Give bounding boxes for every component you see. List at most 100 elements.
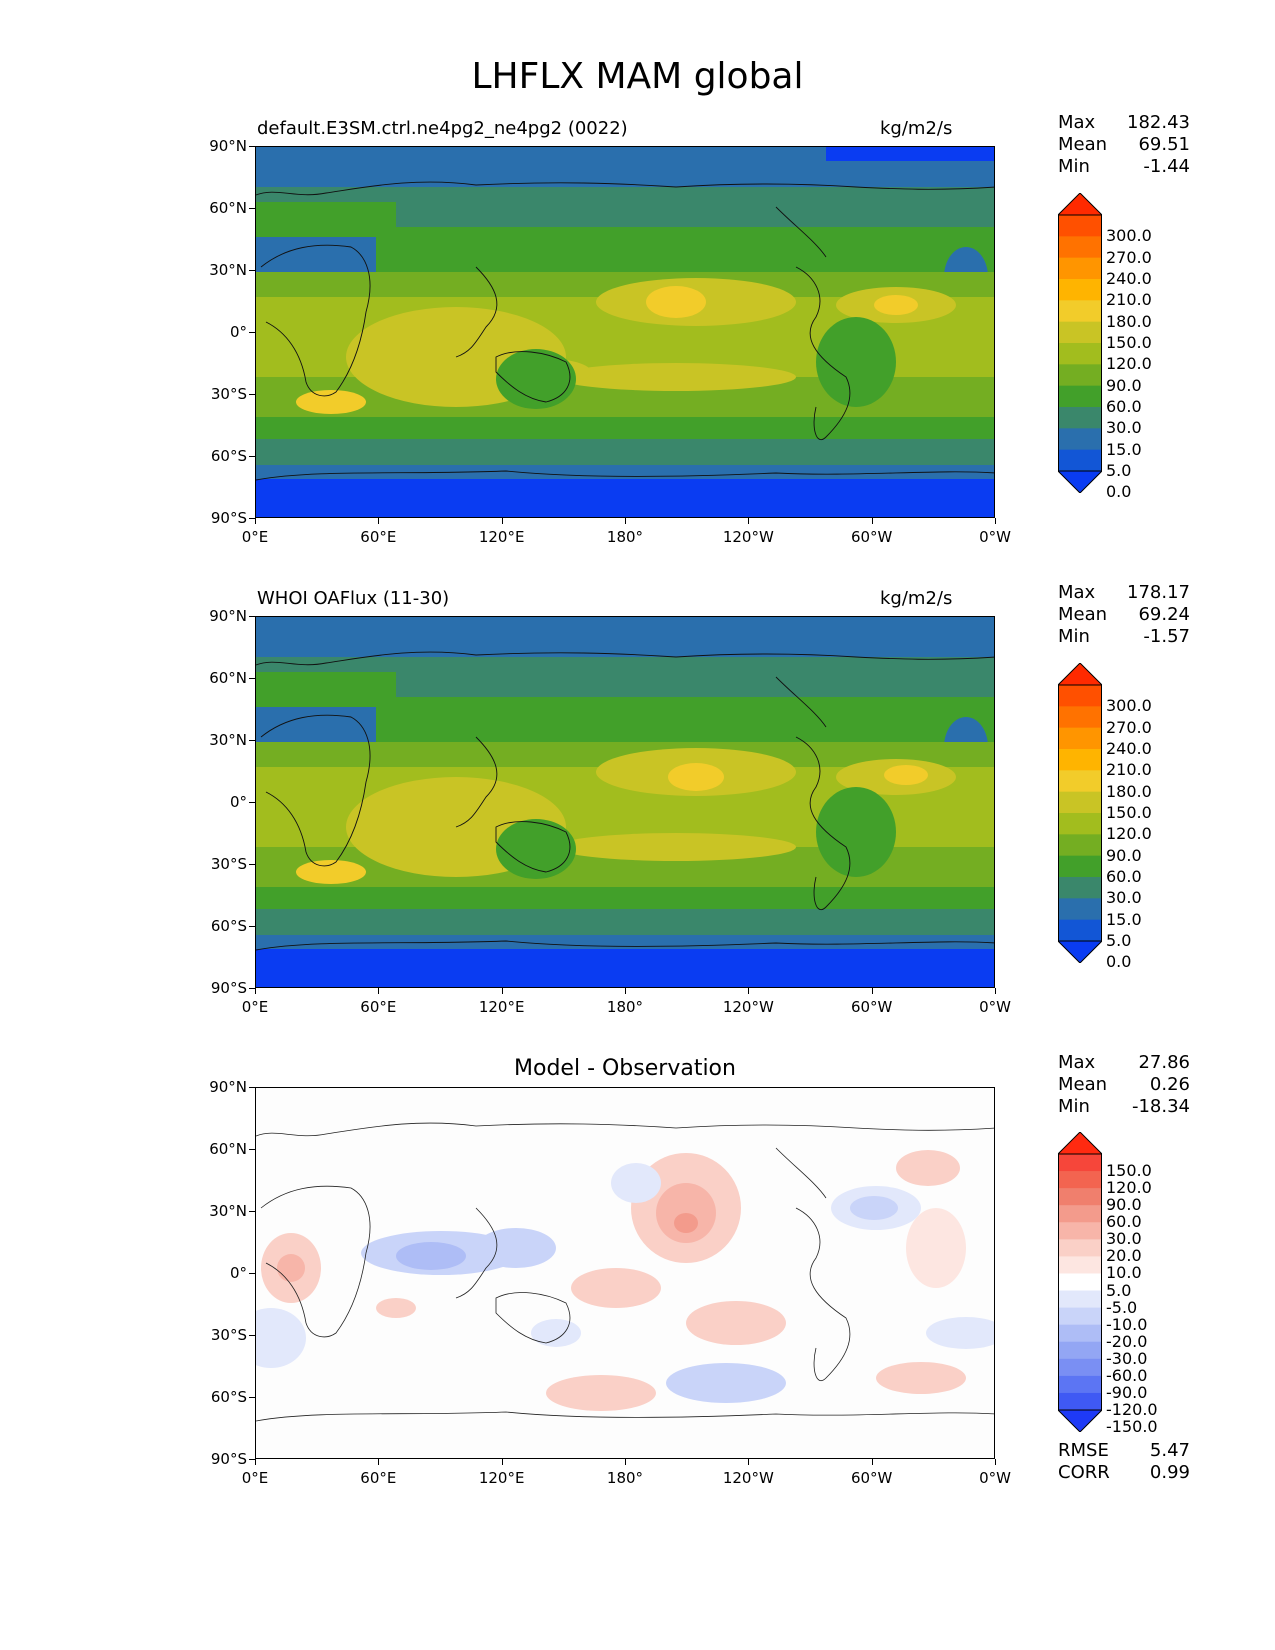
lon-tick <box>748 518 750 524</box>
lat-tick-label: 90°S <box>210 1450 247 1468</box>
lat-tick-label: 60°N <box>209 199 247 217</box>
stat-min-value: -18.34 <box>1131 1096 1190 1117</box>
colorbar-segment <box>1058 428 1102 451</box>
lon-tick-label: 60°W <box>850 998 893 1016</box>
stat-mean-value: 69.51 <box>1138 134 1190 155</box>
lat-tick <box>249 740 255 741</box>
colorbar <box>1058 1132 1102 1432</box>
colorbar <box>1058 663 1102 963</box>
lon-tick-label: 0°W <box>979 528 1011 546</box>
lat-tick-label: 60°S <box>210 1388 247 1406</box>
lon-tick-label: 120°W <box>722 998 774 1016</box>
lon-tick <box>255 988 256 994</box>
lat-tick <box>249 1459 255 1460</box>
corr-value: 0.99 <box>1149 1462 1190 1483</box>
lon-tick <box>255 518 256 524</box>
colorbar-segment <box>1058 1392 1102 1411</box>
colorbar-tick-label: 300.0 <box>1106 226 1152 246</box>
lat-tick-label: 90°S <box>210 979 247 997</box>
lat-tick <box>249 1087 255 1088</box>
lat-tick <box>249 518 255 519</box>
colorbar-segment <box>1058 727 1102 750</box>
colorbar-segment <box>1058 1307 1102 1326</box>
lat-tick-label: 60°N <box>209 669 247 687</box>
colorbar-outline <box>1058 684 1102 942</box>
colorbar-tick-label: 150.0 <box>1106 1161 1152 1181</box>
colorbar-segment <box>1058 1239 1102 1257</box>
colorbar-tick-label: 15.0 <box>1106 909 1142 929</box>
colorbar-segment <box>1058 257 1102 280</box>
lat-tick-label: 30°S <box>210 385 247 403</box>
lon-tick-label: 0°E <box>241 528 269 546</box>
stat-max-value: 178.17 <box>1127 582 1190 603</box>
colorbar-tick-label: -150.0 <box>1106 1417 1158 1437</box>
lon-tick-label: 180° <box>606 528 644 546</box>
colorbar-extend-max <box>1058 663 1102 686</box>
colorbar-segment <box>1058 343 1102 365</box>
lat-tick <box>249 926 255 927</box>
lat-tick-label: 30°S <box>210 1326 247 1344</box>
lat-tick-label: 30°N <box>209 731 247 749</box>
colorbar-tick-label: 5.0 <box>1106 931 1132 950</box>
lon-tick-label: 60°E <box>360 998 397 1016</box>
map-observation <box>255 616 995 988</box>
lat-tick <box>249 1397 255 1398</box>
colorbar-tick-label: 180.0 <box>1106 311 1152 331</box>
colorbar-extend-min <box>1058 1409 1102 1432</box>
colorbar-tick-label: 0.0 <box>1106 952 1132 972</box>
colorbar-tick-label: 20.0 <box>1106 1246 1142 1266</box>
colorbar-segment <box>1058 749 1102 771</box>
colorbar-tick-label: 90.0 <box>1106 845 1142 865</box>
lon-tick <box>255 1459 256 1465</box>
lat-tick-label: 30°N <box>209 261 247 279</box>
colorbar-segment <box>1058 1290 1102 1309</box>
stat-min-label: Min <box>1058 626 1090 647</box>
stat-min-value: -1.57 <box>1143 626 1190 647</box>
lon-tick <box>748 1459 750 1465</box>
lon-tick-label: 0°E <box>241 998 269 1016</box>
colorbar-tick-label: 150.0 <box>1106 333 1152 352</box>
lat-tick-label: 90°N <box>209 137 247 155</box>
colorbar-tick-label: 10.0 <box>1106 1263 1142 1283</box>
colorbar-tick-label: 90.0 <box>1106 1195 1142 1215</box>
lon-tick-label: 120°W <box>722 528 774 546</box>
colorbar-segment <box>1058 1341 1102 1360</box>
colorbar-segment <box>1058 1324 1102 1343</box>
colorbar-extend-min <box>1058 940 1102 963</box>
colorbar-segment <box>1058 407 1102 429</box>
colorbar-segment <box>1058 685 1102 707</box>
lon-tick <box>995 988 996 994</box>
colorbar-tick-label: 60.0 <box>1106 867 1142 886</box>
colorbar-tick-label: -90.0 <box>1106 1382 1148 1402</box>
lat-tick <box>249 616 255 617</box>
colorbar-outline <box>1058 214 1102 472</box>
lat-tick <box>249 1149 255 1150</box>
stat-mean-value: 0.26 <box>1149 1074 1190 1095</box>
lon-tick <box>378 518 380 524</box>
lon-tick <box>871 518 873 524</box>
stat-max-label: Max <box>1058 582 1096 603</box>
stat-mean-label: Mean <box>1058 1074 1108 1095</box>
lon-tick <box>625 518 626 524</box>
colorbar-tick-label: 240.0 <box>1106 269 1152 288</box>
colorbar-tick-label: 30.0 <box>1106 1229 1142 1249</box>
panel-title-left: WHOI OAFlux (11-30) <box>257 588 450 609</box>
colorbar-tick-label: 240.0 <box>1106 739 1152 758</box>
colorbar-segment <box>1058 1256 1102 1274</box>
lat-tick-label: 0° <box>229 323 247 341</box>
stat-mean-value: 69.24 <box>1138 604 1190 625</box>
colorbar-segment <box>1058 1171 1102 1189</box>
lat-tick <box>249 1211 255 1212</box>
lat-tick-label: 0° <box>229 793 247 811</box>
colorbar-segment <box>1058 364 1102 387</box>
lat-tick <box>249 270 255 271</box>
lat-tick <box>249 146 255 147</box>
colorbar-tick-label: 120.0 <box>1106 1178 1152 1198</box>
lon-tick-label: 180° <box>606 998 644 1016</box>
lat-tick-label: 90°S <box>210 509 247 527</box>
colorbar-segment <box>1058 919 1102 942</box>
colorbar-tick-label: 15.0 <box>1106 439 1142 459</box>
rmse-value: 5.47 <box>1149 1440 1190 1461</box>
colorbar-tick-label: 180.0 <box>1106 781 1152 801</box>
colorbar-tick-label: 210.0 <box>1106 290 1152 310</box>
